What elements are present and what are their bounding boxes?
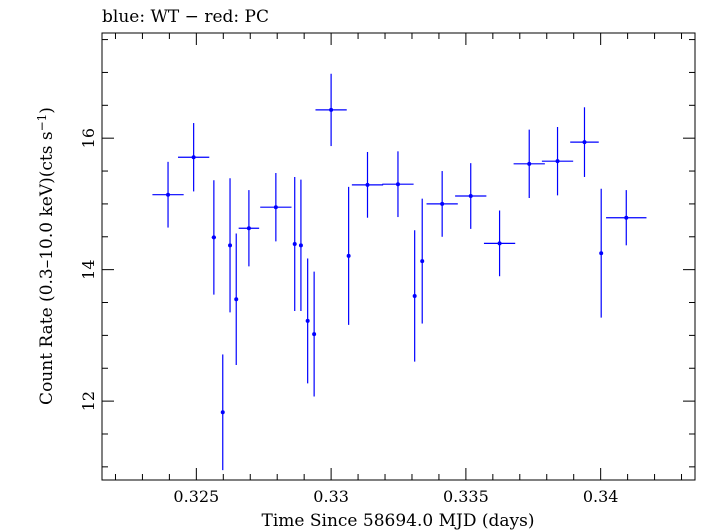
x-tick-labels: 0.325 0.33 0.335 0.34 bbox=[173, 487, 618, 506]
plot-frame bbox=[101, 32, 696, 481]
y-tick-label: 14 bbox=[79, 259, 98, 279]
point-marker bbox=[298, 243, 303, 248]
y-tick-label: 12 bbox=[79, 391, 98, 411]
data-point bbox=[211, 180, 217, 295]
data-point bbox=[599, 188, 604, 318]
point-marker bbox=[346, 253, 351, 258]
point-marker bbox=[220, 410, 225, 415]
data-point bbox=[315, 73, 347, 147]
point-marker bbox=[312, 332, 317, 337]
x-tick-label: 0.335 bbox=[443, 487, 489, 506]
chart-title: blue: WT − red: PC bbox=[102, 7, 269, 27]
data-point bbox=[298, 179, 303, 312]
data-point bbox=[312, 271, 317, 397]
data-point bbox=[234, 233, 239, 365]
data-point bbox=[412, 230, 417, 362]
point-marker bbox=[527, 161, 532, 166]
data-point bbox=[220, 354, 225, 471]
data-point bbox=[606, 190, 647, 246]
point-marker bbox=[555, 159, 560, 164]
point-marker bbox=[329, 107, 334, 112]
data-point bbox=[305, 258, 310, 384]
point-marker bbox=[582, 140, 587, 145]
point-marker bbox=[228, 243, 233, 248]
data-points bbox=[152, 73, 647, 471]
y-tick-labels: 12 14 16 bbox=[79, 128, 98, 411]
data-point bbox=[455, 163, 487, 229]
data-point bbox=[420, 198, 425, 324]
point-marker bbox=[166, 192, 171, 197]
axis-ticks bbox=[102, 33, 695, 480]
point-marker bbox=[624, 215, 629, 220]
data-point bbox=[152, 161, 184, 228]
data-point bbox=[570, 107, 599, 177]
point-marker bbox=[412, 293, 417, 298]
data-point bbox=[513, 129, 545, 198]
point-marker bbox=[497, 241, 502, 246]
point-marker bbox=[292, 242, 297, 247]
data-point bbox=[228, 178, 233, 313]
data-point bbox=[238, 190, 260, 267]
y-tick-label: 16 bbox=[79, 128, 98, 148]
point-marker bbox=[273, 205, 278, 210]
point-marker bbox=[211, 235, 216, 240]
data-point bbox=[382, 151, 414, 218]
x-tick-label: 0.34 bbox=[583, 487, 619, 506]
x-tick-label: 0.33 bbox=[313, 487, 349, 506]
data-point bbox=[178, 123, 210, 192]
point-marker bbox=[246, 226, 251, 231]
data-point bbox=[260, 173, 292, 242]
data-point bbox=[426, 171, 458, 237]
point-marker bbox=[468, 194, 473, 199]
y-axis-label-sup: −1 bbox=[35, 114, 49, 132]
point-marker bbox=[599, 251, 604, 256]
y-axis-label: Count Rate (0.3–10.0 keV)(cts s−1) bbox=[35, 107, 57, 405]
data-point bbox=[292, 176, 297, 312]
x-tick-label: 0.325 bbox=[173, 487, 219, 506]
point-marker bbox=[305, 318, 310, 323]
point-marker bbox=[234, 297, 239, 302]
x-axis-label: Time Since 58694.0 MJD (days) bbox=[262, 511, 535, 531]
point-marker bbox=[420, 259, 425, 264]
data-point bbox=[351, 151, 384, 218]
y-axis-label-main: Count Rate (0.3–10.0 keV)(cts s bbox=[37, 131, 57, 405]
point-marker bbox=[395, 182, 400, 187]
point-marker bbox=[191, 155, 196, 160]
point-marker bbox=[440, 201, 445, 206]
data-point bbox=[541, 127, 574, 196]
y-axis-label-close: ) bbox=[37, 107, 57, 114]
data-point bbox=[346, 186, 351, 325]
data-point bbox=[483, 210, 516, 277]
point-marker bbox=[365, 182, 370, 187]
